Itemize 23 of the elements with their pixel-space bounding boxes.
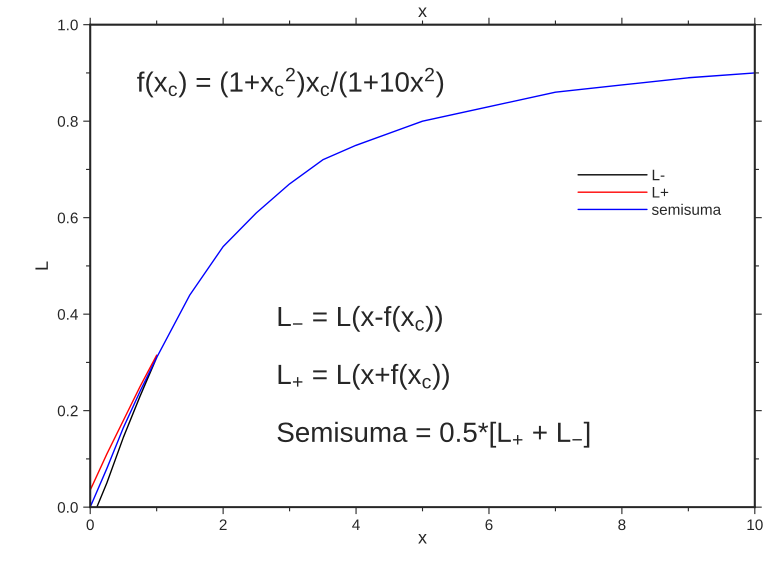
- legend-label: L+: [652, 186, 668, 198]
- y-tick-label: 0.2: [58, 406, 78, 416]
- legend-label: L-: [652, 170, 664, 180]
- x-tick-label: 2: [220, 519, 227, 530]
- x-tick-label: 6: [485, 519, 493, 530]
- annotation: L$_{−}$ = L(x-f(x$_{c}$)): [278, 306, 442, 332]
- y-axis-title: L: [35, 261, 48, 270]
- annotation: Semisuma = 0.5*[L$_{+}$ + L$_{−}$]: [278, 422, 590, 448]
- legend-label: semisuma: [652, 204, 722, 215]
- x-tick-label: 4: [352, 520, 360, 530]
- x2-axis-title: x: [418, 8, 427, 18]
- y-tick-label: 1.0: [58, 20, 78, 30]
- text: f(x$_{c}$) = (1+x$_{c}$$^{2}$)x$_{c}$/(1+10x$^{2}$): [137, 68, 444, 98]
- x-tick-label: 10: [747, 519, 763, 530]
- x-axis-title: x: [418, 534, 427, 544]
- y-tick-label: 0.0: [58, 502, 78, 513]
- y-tick-label: 0.4: [58, 309, 78, 320]
- x-tick-label: 0: [86, 519, 94, 530]
- y-tick-label: 0.6: [58, 212, 78, 224]
- line-series: [90, 354, 158, 491]
- y-tick-label: 0.8: [58, 116, 78, 127]
- x-tick-label: 8: [618, 519, 626, 530]
- annotation: L$_{+}$ = L(x+f(x$_{c}$)): [278, 364, 449, 390]
